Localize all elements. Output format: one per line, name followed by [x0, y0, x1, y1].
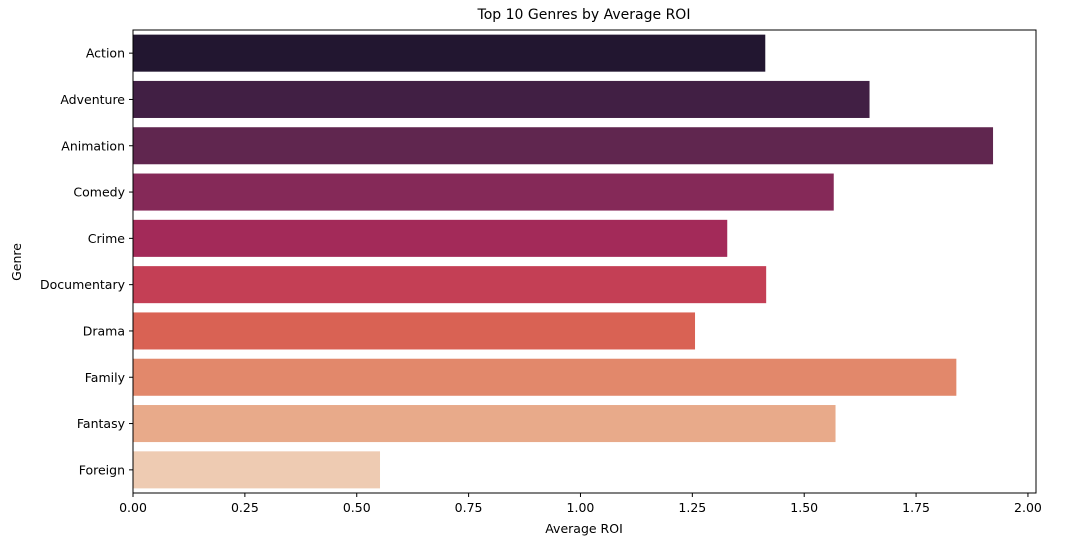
bar-crime: [133, 219, 728, 257]
y-tick-label: Fantasy: [77, 416, 126, 431]
x-tick-label: 2.00: [1014, 500, 1042, 515]
bar-adventure: [133, 80, 870, 118]
bars-layer: [133, 34, 994, 489]
x-ticks: 0.00 0.25 0.50 0.75 1.00 1.25 1.50 1.75 2.00: [119, 493, 1042, 515]
bar-animation: [133, 127, 994, 165]
plot-frame: [132, 29, 1037, 494]
y-tick-label: Foreign: [79, 462, 125, 477]
y-tick-label: Drama: [83, 323, 125, 338]
y-tick-label: Comedy: [73, 185, 125, 200]
x-tick-label: 0.75: [455, 500, 483, 515]
x-tick-label: 1.25: [678, 500, 706, 515]
y-tick-label: Family: [85, 370, 126, 385]
bar-fantasy: [133, 405, 836, 443]
y-tick-label: Documentary: [40, 277, 126, 292]
y-tick-label: Animation: [61, 138, 125, 153]
y-tick-label: Adventure: [60, 92, 125, 107]
bar-comedy: [133, 173, 834, 211]
bar-family: [133, 358, 957, 396]
bar-documentary: [133, 266, 767, 304]
bar-action: [133, 34, 766, 72]
chart-title: Top 10 Genres by Average ROI: [477, 7, 691, 23]
bar-foreign: [133, 451, 381, 489]
x-tick-label: 1.50: [790, 500, 818, 515]
y-axis-label: Genre: [9, 243, 24, 281]
x-tick-label: 0.25: [231, 500, 259, 515]
x-tick-label: 1.00: [567, 500, 595, 515]
y-tick-label: Crime: [88, 231, 126, 246]
y-ticks: Action Adventure Animation Comedy Crime Docum…: [40, 46, 133, 477]
x-tick-label: 0.00: [119, 500, 147, 515]
axes-layer: [132, 29, 1037, 494]
bar-drama: [133, 312, 696, 350]
x-tick-label: 0.50: [343, 500, 371, 515]
x-axis-label: Average ROI: [545, 521, 623, 536]
y-tick-label: Action: [86, 46, 125, 61]
x-tick-label: 1.75: [902, 500, 930, 515]
